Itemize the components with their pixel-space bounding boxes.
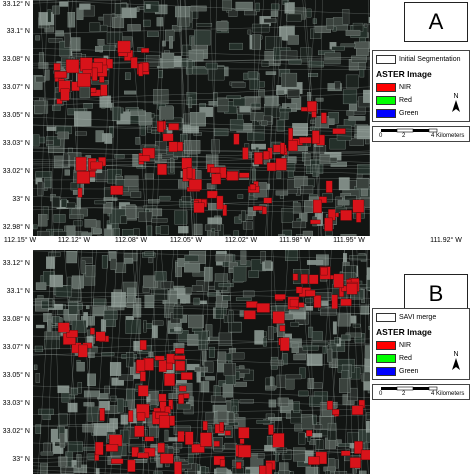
scale-bar-b: 0 2 4 Kilometers xyxy=(372,384,470,400)
legend-a: Initial Segmentation ASTER Image NIR Red… xyxy=(372,50,470,122)
lon-label: 112.08° W xyxy=(114,237,148,244)
green-swatch xyxy=(376,367,396,376)
lat-label: 33.12° N xyxy=(2,260,30,267)
lat-label: 33.1° N xyxy=(6,28,30,35)
map-panel-a: 33.12° N 33.1° N 33.08° N 33.07° N 33.05… xyxy=(0,0,474,236)
legend-band-label: Green xyxy=(399,368,419,375)
legend-band-row: NIR xyxy=(376,341,411,350)
scale-zero: 0 xyxy=(379,391,383,397)
lat-label: 33.1° N xyxy=(6,288,30,295)
scale-end: 4 Kilometers xyxy=(431,391,465,397)
legend-band-label: Red xyxy=(399,355,412,362)
legend-band-row: Red xyxy=(376,354,412,363)
nir-swatch xyxy=(376,341,396,350)
lon-label: 112.12° W xyxy=(57,237,91,244)
panel-label-b: B xyxy=(404,274,468,314)
legend-band-label: NIR xyxy=(399,84,412,91)
legend-layer-label: SAVI merge xyxy=(399,314,437,321)
scale-bar-a: 0 2 4 Kilometers xyxy=(372,126,470,142)
legend-layer-label: Initial Segmentation xyxy=(399,56,461,63)
legend-title: ASTER Image xyxy=(376,69,432,79)
lat-label: 33.07° N xyxy=(2,344,30,351)
map-panel-b: 33.12° N 33.1° N 33.08° N 33.07° N 33.05… xyxy=(0,250,474,474)
panel-label-a: A xyxy=(404,2,468,42)
lon-label: 112.15° W xyxy=(3,237,37,244)
legend-band-row: NIR xyxy=(376,83,411,92)
lat-label: 33.03° N xyxy=(2,400,30,407)
legend-layer-row: Initial Segmentation xyxy=(376,55,460,64)
legend-band-label: Red xyxy=(399,97,412,104)
nir-swatch xyxy=(376,83,396,92)
segmentation-image-b xyxy=(33,250,370,474)
lat-label: 33.05° N xyxy=(2,372,30,379)
layer-swatch xyxy=(376,313,396,322)
lat-label: 33.03° N xyxy=(2,140,30,147)
lat-label: 32.98° N xyxy=(2,224,30,231)
scale-mid: 2 xyxy=(402,391,406,397)
green-swatch xyxy=(376,109,396,118)
legend-band-row: Green xyxy=(376,367,418,376)
legend-band-label: NIR xyxy=(399,342,412,349)
lon-label: 111.92° W xyxy=(430,237,462,244)
scale-end: 4 Kilometers xyxy=(431,133,465,139)
svg-text:N: N xyxy=(453,351,458,358)
legend-layer-row: SAVI merge xyxy=(376,313,436,322)
north-arrow-icon: N xyxy=(452,93,460,112)
lat-label: 33° N xyxy=(12,456,30,463)
north-arrow-icon: N xyxy=(452,351,460,370)
lon-label: 111.98° W xyxy=(279,237,311,244)
lon-label: 112.02° W xyxy=(224,237,258,244)
legend-band-label: Green xyxy=(399,110,419,117)
lat-label: 33.02° N xyxy=(2,168,30,175)
lat-label: 33.05° N xyxy=(2,112,30,119)
lat-label: 33.02° N xyxy=(2,428,30,435)
satellite-map-b xyxy=(33,250,370,474)
red-swatch xyxy=(376,96,396,105)
legend-band-row: Red xyxy=(376,96,412,105)
scale-zero: 0 xyxy=(379,133,383,139)
lat-label: 33.07° N xyxy=(2,84,30,91)
lon-label: 112.05° W xyxy=(169,237,203,244)
red-swatch xyxy=(376,354,396,363)
satellite-map-a xyxy=(33,0,370,236)
svg-text:N: N xyxy=(453,93,458,100)
layer-swatch xyxy=(376,55,396,64)
lat-label: 33.12° N xyxy=(2,1,30,8)
lat-label: 33° N xyxy=(12,196,30,203)
legend-title: ASTER Image xyxy=(376,327,432,337)
lat-label: 33.08° N xyxy=(2,56,30,63)
longitude-axis: 112.15° W 112.12° W 112.08° W 112.05° W … xyxy=(0,237,474,249)
legend-band-row: Green xyxy=(376,109,418,118)
legend-b: SAVI merge ASTER Image NIR Red Green N xyxy=(372,308,470,380)
segmentation-image-a xyxy=(33,0,370,236)
lat-label: 33.08° N xyxy=(2,316,30,323)
lon-label: 111.95° W xyxy=(333,237,365,244)
scale-mid: 2 xyxy=(402,133,406,139)
